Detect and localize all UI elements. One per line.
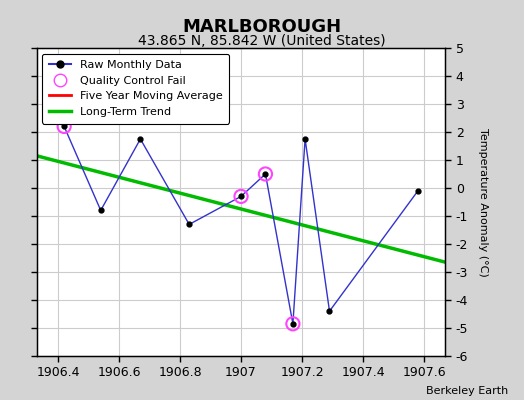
Text: MARLBOROUGH: MARLBOROUGH (182, 18, 342, 36)
Point (237, 193, 245, 200)
Legend: Raw Monthly Data, Quality Control Fail, Five Year Moving Average, Long-Term Tren: Raw Monthly Data, Quality Control Fail, … (42, 54, 230, 124)
Text: Berkeley Earth: Berkeley Earth (426, 386, 508, 396)
Point (289, 320, 297, 327)
Y-axis label: Temperature Anomaly (°C): Temperature Anomaly (°C) (478, 128, 488, 276)
Point (60, 123, 68, 130)
Point (261, 171, 270, 177)
Text: 43.865 N, 85.842 W (United States): 43.865 N, 85.842 W (United States) (138, 34, 386, 48)
